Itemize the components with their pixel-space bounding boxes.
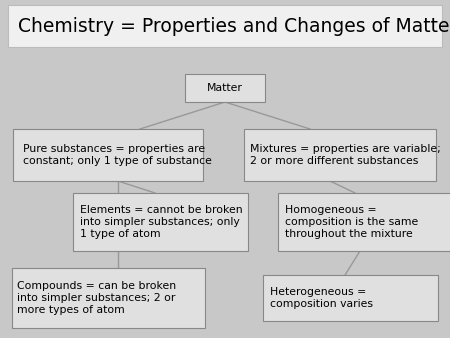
FancyBboxPatch shape xyxy=(278,193,450,251)
Text: Compounds = can be broken
into simpler substances; 2 or
more types of atom: Compounds = can be broken into simpler s… xyxy=(17,282,176,315)
FancyBboxPatch shape xyxy=(12,268,204,328)
FancyBboxPatch shape xyxy=(262,275,437,321)
Text: Mixtures = properties are variable;
2 or more different substances: Mixtures = properties are variable; 2 or… xyxy=(250,144,441,166)
Text: Chemistry = Properties and Changes of Matter: Chemistry = Properties and Changes of Ma… xyxy=(18,17,450,35)
Text: Elements = cannot be broken
into simpler substances; only
1 type of atom: Elements = cannot be broken into simpler… xyxy=(80,206,243,239)
Text: Matter: Matter xyxy=(207,83,243,93)
FancyBboxPatch shape xyxy=(8,5,442,47)
FancyBboxPatch shape xyxy=(185,74,265,102)
Text: Homogeneous =
composition is the same
throughout the mixture: Homogeneous = composition is the same th… xyxy=(285,206,418,239)
FancyBboxPatch shape xyxy=(244,129,436,181)
Text: Pure substances = properties are
constant; only 1 type of substance: Pure substances = properties are constan… xyxy=(23,144,212,166)
FancyBboxPatch shape xyxy=(13,129,203,181)
FancyBboxPatch shape xyxy=(72,193,248,251)
Text: Heterogeneous =
composition varies: Heterogeneous = composition varies xyxy=(270,287,373,309)
